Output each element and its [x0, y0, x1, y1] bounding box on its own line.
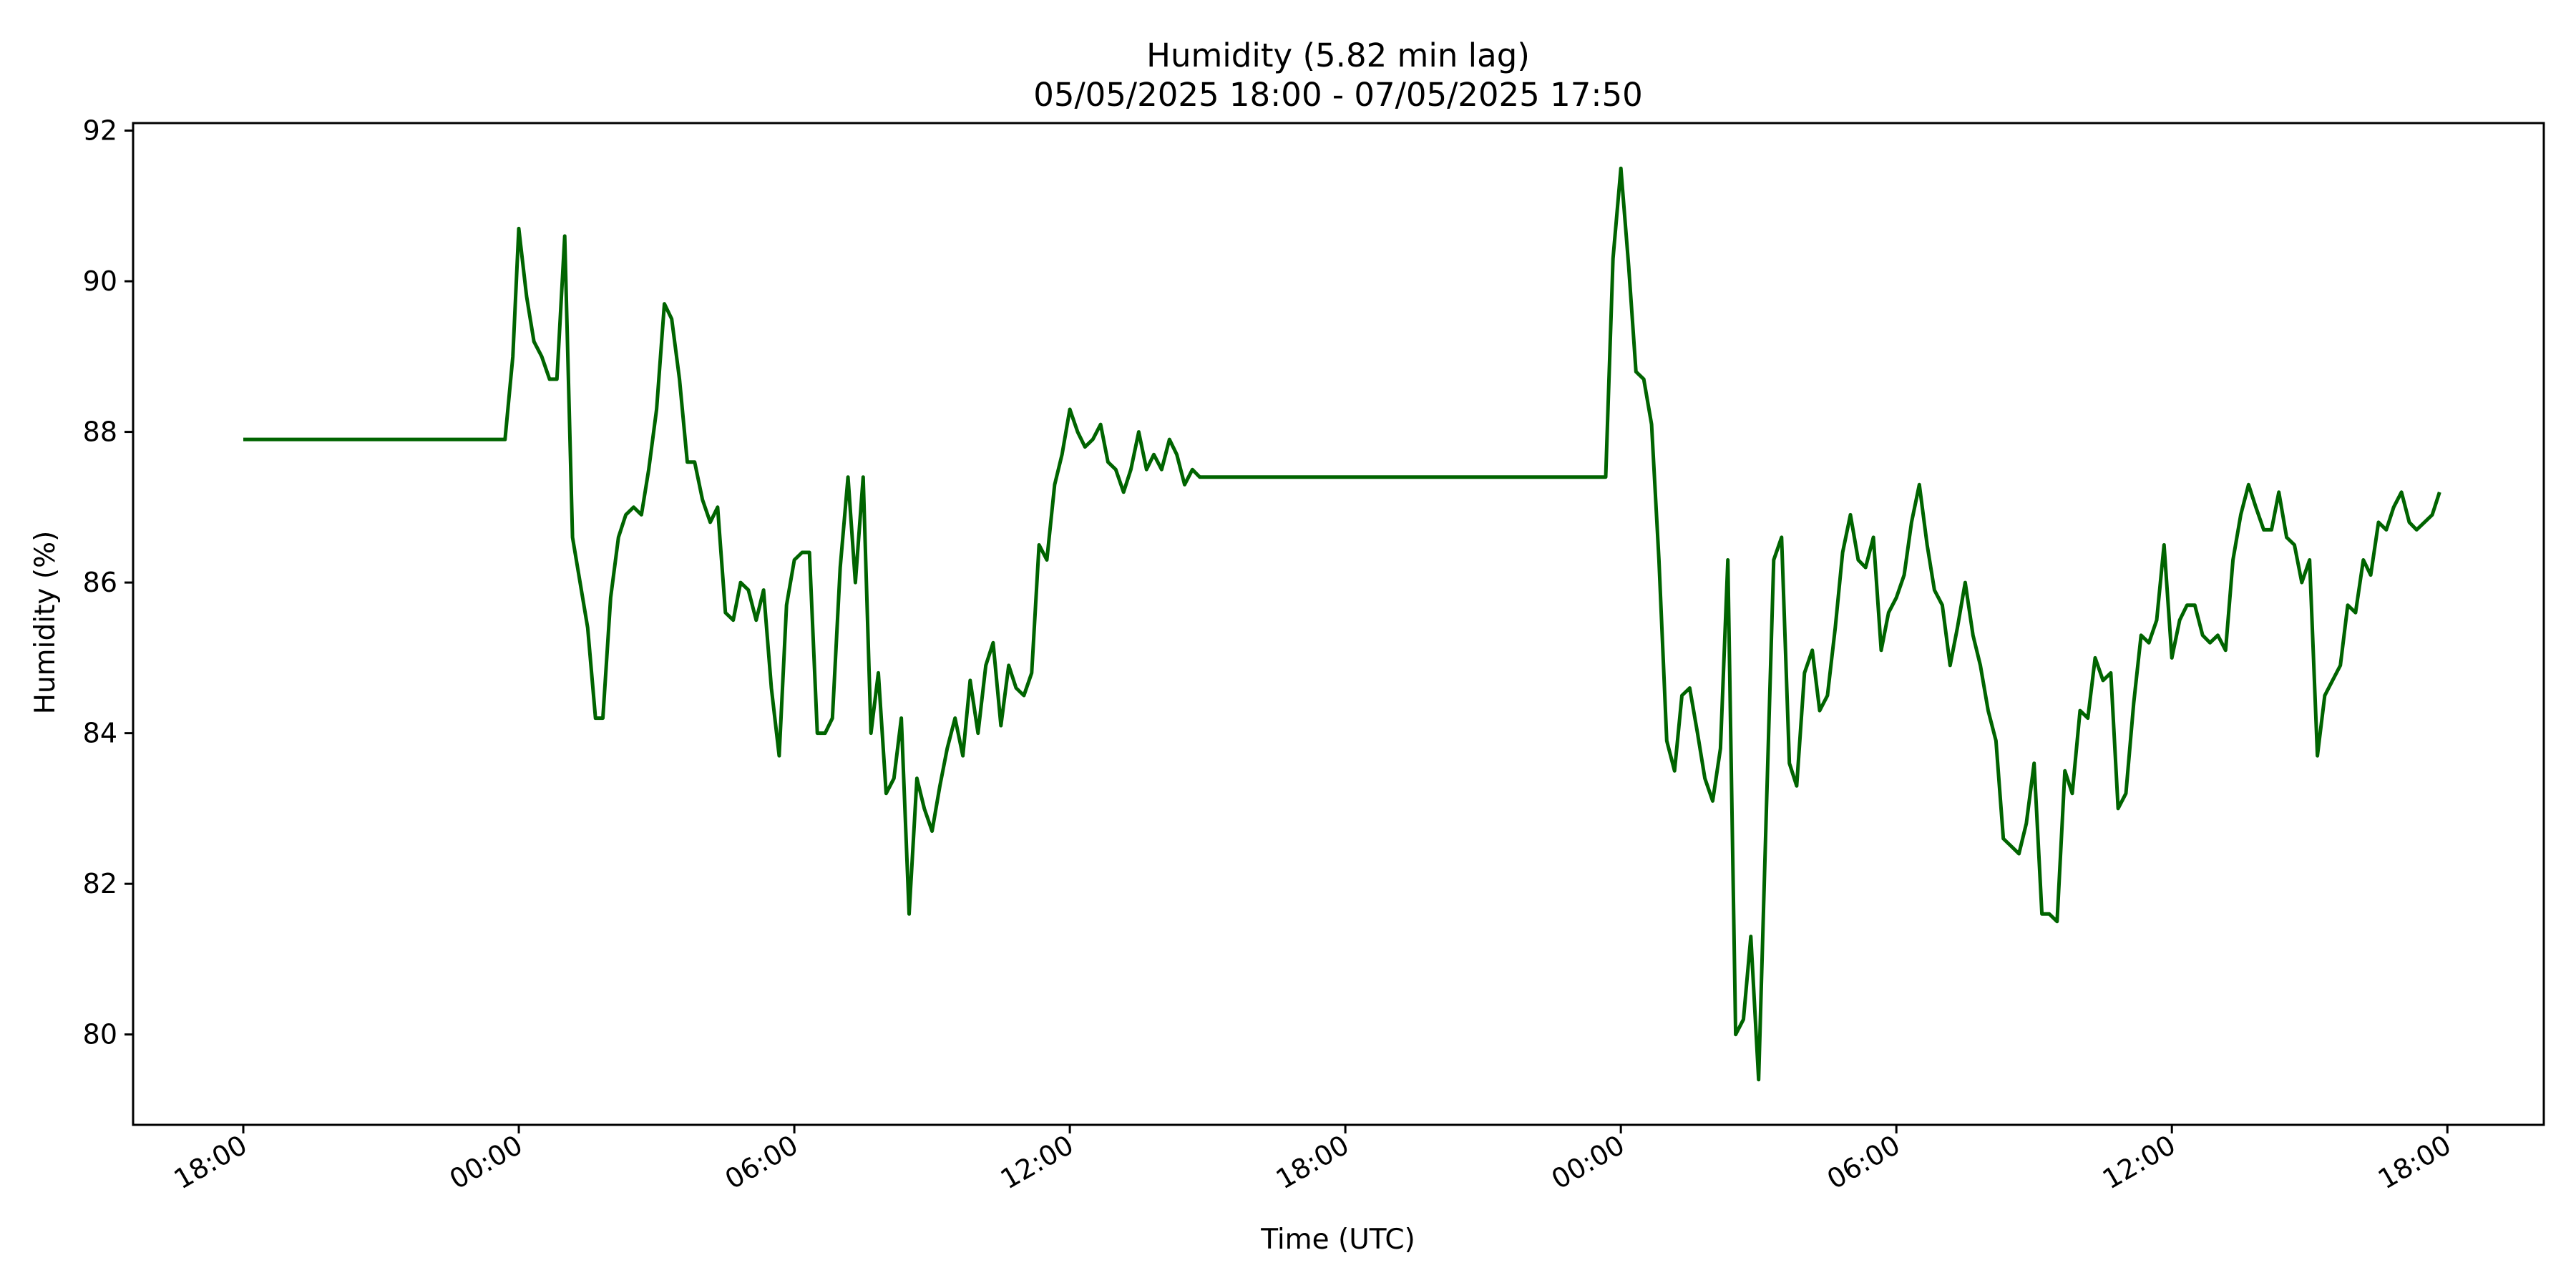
x-tick-label: 00:00	[1546, 1129, 1630, 1196]
y-axis-label: Humidity (%)	[29, 531, 62, 715]
chart-subtitle: 05/05/2025 18:00 - 07/05/2025 17:50	[1033, 76, 1643, 114]
humidity-series-line	[243, 166, 2441, 1082]
x-tick-label: 18:00	[169, 1129, 253, 1196]
plot-frame	[132, 122, 2545, 1126]
x-tick-label: 12:00	[995, 1129, 1079, 1196]
y-tick-label: 86	[83, 567, 117, 598]
x-tick-label: 18:00	[1271, 1129, 1355, 1196]
y-tick-label: 90	[83, 265, 117, 297]
chart-title: Humidity (5.82 min lag)	[1146, 36, 1530, 74]
x-tick-label: 12:00	[2097, 1129, 2181, 1196]
x-axis-ticks: 18:00 00:00 06:00 12:00 18:00 00:00 06:00 12:00…	[169, 1125, 2457, 1196]
y-axis-ticks: 80 82 84 86 88 90 92	[83, 115, 133, 1050]
y-tick-label: 88	[83, 416, 117, 448]
y-tick-label: 82	[83, 868, 117, 899]
x-tick-label: 00:00	[444, 1129, 528, 1196]
x-tick-label: 06:00	[1822, 1129, 1906, 1196]
x-axis-label: Time (UTC)	[1260, 1224, 1415, 1256]
plot-area	[132, 122, 2545, 1126]
y-tick-label: 80	[83, 1019, 117, 1050]
y-tick-label: 84	[83, 718, 117, 749]
x-tick-label: 18:00	[2373, 1129, 2457, 1196]
y-tick-label: 92	[83, 115, 117, 147]
x-tick-label: 06:00	[720, 1129, 804, 1196]
